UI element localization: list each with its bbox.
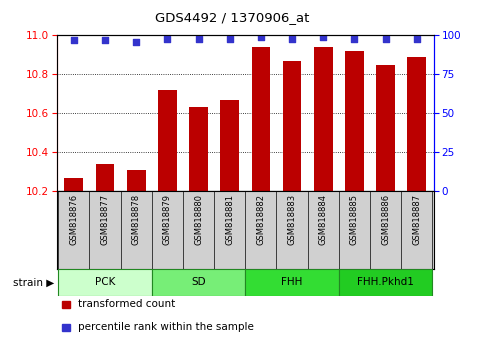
Point <box>70 37 78 43</box>
Text: transformed count: transformed count <box>78 299 175 309</box>
Point <box>351 36 358 41</box>
Text: GSM818878: GSM818878 <box>132 194 141 245</box>
Point <box>226 36 234 41</box>
Bar <box>220 100 239 191</box>
Text: percentile rank within the sample: percentile rank within the sample <box>78 322 254 332</box>
Bar <box>376 65 395 191</box>
Text: GSM818887: GSM818887 <box>412 194 421 245</box>
Point <box>195 36 203 41</box>
Text: GSM818881: GSM818881 <box>225 194 234 245</box>
Point <box>382 36 389 41</box>
Bar <box>96 164 114 191</box>
FancyBboxPatch shape <box>58 269 152 296</box>
Text: GSM818885: GSM818885 <box>350 194 359 245</box>
Text: FHH.Pkhd1: FHH.Pkhd1 <box>357 277 414 287</box>
Point <box>163 36 171 41</box>
Point <box>319 34 327 40</box>
FancyBboxPatch shape <box>339 269 432 296</box>
Text: GSM818877: GSM818877 <box>101 194 109 245</box>
Text: GSM818882: GSM818882 <box>256 194 265 245</box>
Text: GSM818879: GSM818879 <box>163 194 172 245</box>
FancyBboxPatch shape <box>152 269 245 296</box>
FancyBboxPatch shape <box>245 269 339 296</box>
Text: GSM818884: GSM818884 <box>318 194 328 245</box>
Bar <box>314 47 333 191</box>
Point <box>288 36 296 41</box>
Bar <box>189 107 208 191</box>
Point <box>101 37 109 43</box>
Text: GSM818880: GSM818880 <box>194 194 203 245</box>
Text: GSM818886: GSM818886 <box>381 194 390 245</box>
Text: GSM818876: GSM818876 <box>70 194 78 245</box>
Point <box>413 36 421 41</box>
Bar <box>407 57 426 191</box>
Point <box>257 34 265 40</box>
Text: strain ▶: strain ▶ <box>13 277 54 287</box>
Bar <box>282 61 301 191</box>
Text: PCK: PCK <box>95 277 115 287</box>
Text: GDS4492 / 1370906_at: GDS4492 / 1370906_at <box>154 11 309 24</box>
Bar <box>345 51 364 191</box>
Text: FHH: FHH <box>282 277 303 287</box>
Bar <box>158 90 176 191</box>
Text: GSM818883: GSM818883 <box>287 194 296 245</box>
Point <box>132 39 140 45</box>
Bar <box>251 47 270 191</box>
Bar <box>65 178 83 191</box>
Bar <box>127 170 145 191</box>
Text: SD: SD <box>191 277 206 287</box>
